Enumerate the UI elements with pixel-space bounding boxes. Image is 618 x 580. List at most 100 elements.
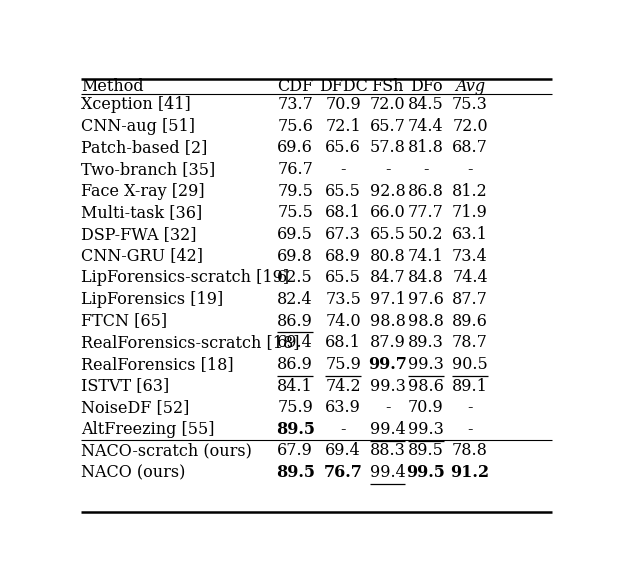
Text: 89.5: 89.5 [276, 421, 315, 438]
Text: 69.4: 69.4 [277, 334, 313, 351]
Text: FSh: FSh [371, 78, 404, 95]
Text: CNN-GRU [42]: CNN-GRU [42] [81, 248, 203, 264]
Text: 74.4: 74.4 [452, 269, 488, 286]
Text: DFDC: DFDC [319, 78, 368, 95]
Text: LipForensics-scratch [19]: LipForensics-scratch [19] [81, 269, 289, 286]
Text: 75.9: 75.9 [277, 399, 313, 416]
Text: 87.9: 87.9 [370, 334, 405, 351]
Text: Patch-based [2]: Patch-based [2] [81, 139, 208, 156]
Text: 75.6: 75.6 [277, 118, 313, 135]
Text: 65.5: 65.5 [325, 269, 361, 286]
Text: 99.4: 99.4 [370, 421, 405, 438]
Text: 63.9: 63.9 [325, 399, 361, 416]
Text: 99.7: 99.7 [368, 356, 407, 373]
Text: 82.4: 82.4 [277, 291, 313, 308]
Text: 69.4: 69.4 [325, 443, 361, 459]
Text: 77.7: 77.7 [408, 204, 444, 221]
Text: Face X-ray [29]: Face X-ray [29] [81, 183, 205, 200]
Text: 99.4: 99.4 [370, 464, 405, 481]
Text: 97.1: 97.1 [370, 291, 405, 308]
Text: 74.2: 74.2 [325, 378, 361, 394]
Text: 89.1: 89.1 [452, 378, 488, 394]
Text: 99.3: 99.3 [408, 356, 444, 373]
Text: 65.5: 65.5 [325, 183, 361, 200]
Text: 50.2: 50.2 [408, 226, 444, 243]
Text: 72.0: 72.0 [452, 118, 488, 135]
Text: 97.6: 97.6 [408, 291, 444, 308]
Text: 98.6: 98.6 [408, 378, 444, 394]
Text: ISTVT [63]: ISTVT [63] [81, 378, 169, 394]
Text: -: - [385, 399, 391, 416]
Text: NACO (ours): NACO (ours) [81, 464, 185, 481]
Text: DFo: DFo [410, 78, 442, 95]
Text: Xception [41]: Xception [41] [81, 96, 191, 113]
Text: -: - [385, 161, 391, 178]
Text: 74.4: 74.4 [408, 118, 444, 135]
Text: 66.0: 66.0 [370, 204, 405, 221]
Text: 89.5: 89.5 [408, 443, 444, 459]
Text: 57.8: 57.8 [370, 139, 405, 156]
Text: 73.5: 73.5 [325, 291, 361, 308]
Text: 75.3: 75.3 [452, 96, 488, 113]
Text: 68.1: 68.1 [325, 204, 361, 221]
Text: Multi-task [36]: Multi-task [36] [81, 204, 202, 221]
Text: 99.3: 99.3 [370, 378, 405, 394]
Text: AltFreezing [55]: AltFreezing [55] [81, 421, 214, 438]
Text: 72.1: 72.1 [325, 118, 361, 135]
Text: 74.1: 74.1 [408, 248, 444, 264]
Text: 70.9: 70.9 [325, 96, 361, 113]
Text: 84.8: 84.8 [408, 269, 444, 286]
Text: 73.7: 73.7 [277, 96, 313, 113]
Text: DSP-FWA [32]: DSP-FWA [32] [81, 226, 197, 243]
Text: NACO-scratch (ours): NACO-scratch (ours) [81, 443, 252, 459]
Text: -: - [423, 161, 429, 178]
Text: -: - [467, 161, 473, 178]
Text: NoiseDF [52]: NoiseDF [52] [81, 399, 190, 416]
Text: 69.8: 69.8 [277, 248, 313, 264]
Text: 76.7: 76.7 [277, 161, 313, 178]
Text: 68.7: 68.7 [452, 139, 488, 156]
Text: 65.5: 65.5 [370, 226, 405, 243]
Text: 86.9: 86.9 [277, 313, 313, 329]
Text: CDF: CDF [277, 78, 313, 95]
Text: Method: Method [81, 78, 144, 95]
Text: 79.5: 79.5 [277, 183, 313, 200]
Text: 75.9: 75.9 [325, 356, 361, 373]
Text: 90.5: 90.5 [452, 356, 488, 373]
Text: 84.5: 84.5 [408, 96, 444, 113]
Text: 70.9: 70.9 [408, 399, 444, 416]
Text: 65.7: 65.7 [370, 118, 405, 135]
Text: 78.8: 78.8 [452, 443, 488, 459]
Text: 74.0: 74.0 [325, 313, 361, 329]
Text: 75.5: 75.5 [277, 204, 313, 221]
Text: LipForensics [19]: LipForensics [19] [81, 291, 223, 308]
Text: 76.7: 76.7 [324, 464, 363, 481]
Text: 68.9: 68.9 [325, 248, 361, 264]
Text: 98.8: 98.8 [408, 313, 444, 329]
Text: Two-branch [35]: Two-branch [35] [81, 161, 215, 178]
Text: 63.1: 63.1 [452, 226, 488, 243]
Text: 81.2: 81.2 [452, 183, 488, 200]
Text: 65.6: 65.6 [325, 139, 361, 156]
Text: 84.7: 84.7 [370, 269, 405, 286]
Text: 69.5: 69.5 [277, 226, 313, 243]
Text: 89.3: 89.3 [408, 334, 444, 351]
Text: 72.0: 72.0 [370, 96, 405, 113]
Text: 80.8: 80.8 [370, 248, 405, 264]
Text: 78.7: 78.7 [452, 334, 488, 351]
Text: 89.6: 89.6 [452, 313, 488, 329]
Text: 68.1: 68.1 [325, 334, 361, 351]
Text: 98.8: 98.8 [370, 313, 405, 329]
Text: 69.6: 69.6 [277, 139, 313, 156]
Text: Avg: Avg [455, 78, 485, 95]
Text: 81.8: 81.8 [408, 139, 444, 156]
Text: 73.4: 73.4 [452, 248, 488, 264]
Text: FTCN [65]: FTCN [65] [81, 313, 167, 329]
Text: 62.5: 62.5 [277, 269, 313, 286]
Text: 88.3: 88.3 [370, 443, 405, 459]
Text: -: - [467, 399, 473, 416]
Text: CNN-aug [51]: CNN-aug [51] [81, 118, 195, 135]
Text: 99.5: 99.5 [407, 464, 446, 481]
Text: 86.8: 86.8 [408, 183, 444, 200]
Text: 84.1: 84.1 [277, 378, 313, 394]
